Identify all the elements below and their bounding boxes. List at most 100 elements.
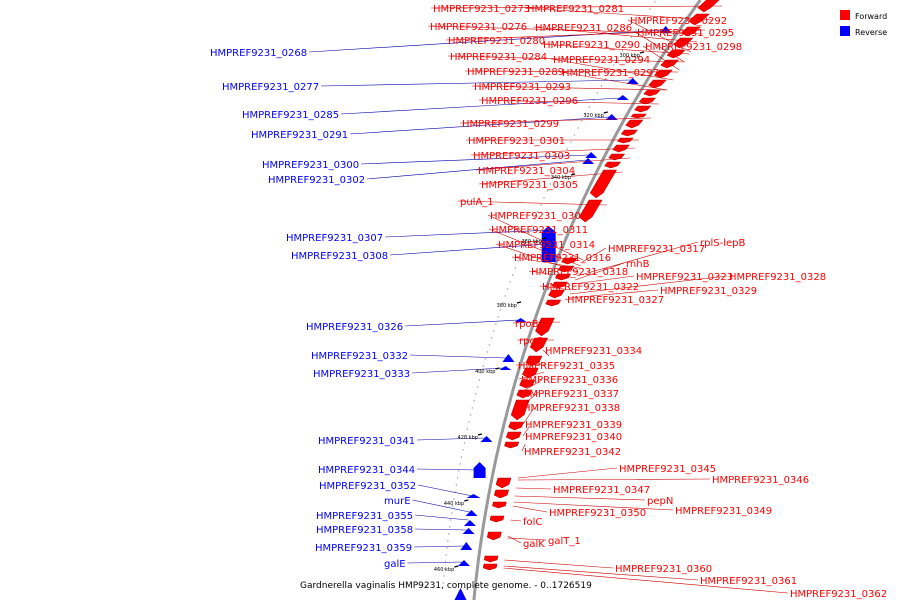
track-dot — [482, 365, 484, 367]
label-gale: galE — [384, 559, 406, 570]
leader-hmpref9231-0333 — [412, 367, 504, 374]
leader-hmpref9231-0342 — [521, 443, 526, 452]
reverse-gene-arrow — [502, 354, 515, 362]
leader-hmpref9231-0355 — [415, 514, 469, 521]
track-dot — [447, 540, 449, 542]
forward-gene-arrow — [648, 79, 667, 89]
leader-galt-1 — [507, 537, 547, 541]
forward-gene-arrow — [688, 13, 711, 26]
reverse-gene-arrow — [458, 560, 470, 566]
label-hmpref9231-0297: HMPREF9231_0297 — [562, 68, 659, 79]
leader-hmpref9231-0314 — [495, 243, 579, 273]
track-dot — [456, 477, 459, 479]
track-dot — [502, 302, 504, 304]
track-dot — [490, 337, 493, 339]
leader-hmpref9231-0300 — [361, 154, 590, 165]
track-dot — [455, 484, 457, 486]
forward-gene-arrow — [620, 129, 639, 137]
label-leader-lines — [309, 5, 789, 594]
track-dot — [460, 456, 463, 458]
leader-hmpref9231-0277 — [321, 79, 632, 87]
leader-mure — [412, 499, 470, 513]
forward-gene-arrow — [625, 119, 644, 129]
track-dot — [596, 92, 598, 94]
leader-hmpref9231-0304 — [475, 157, 630, 171]
label-hmpref9231-0334: HMPREF9231_0334 — [545, 346, 642, 357]
leader-hmpref9231-0329 — [568, 289, 659, 299]
track-dot — [492, 330, 495, 332]
leader-hmpref9231-0336 — [518, 371, 545, 380]
leader-hmpref9231-0334 — [542, 349, 550, 357]
reverse-gene-arrow — [499, 366, 512, 370]
track-dot — [484, 358, 486, 360]
track-dot — [626, 43, 628, 45]
track-dot — [451, 512, 453, 514]
tick-mark — [603, 111, 608, 114]
label-hmpref9231-0295: HMPREF9231_0295 — [637, 28, 734, 39]
track-dot — [476, 386, 479, 388]
tick-label: 320 kbp — [583, 113, 603, 119]
track-dot — [514, 267, 516, 269]
label-hmpref9231-0284: HMPREF9231_0284 — [450, 52, 547, 63]
forward-gene-arrow — [492, 501, 507, 509]
legend-forward-label: Forward — [855, 12, 887, 21]
leader-hmpref9231-0316 — [511, 256, 580, 269]
label-hmpref9231-0314: HMPREF9231_0314 — [498, 240, 595, 251]
forward-gene-arrow — [604, 161, 622, 169]
label-hmpref9231-0304: HMPREF9231_0304 — [478, 166, 575, 177]
track-dot — [584, 113, 587, 115]
reverse-gene-arrow — [626, 78, 639, 84]
forward-gene-arrow — [589, 169, 618, 199]
genome-caption: Gardnerella vaginalis HMP9231, complete … — [300, 581, 592, 591]
leader-pepn — [514, 495, 646, 501]
track-dot — [450, 519, 452, 521]
label-hmpref9231-0344: HMPREF9231_0344 — [318, 465, 415, 476]
label-hmpref9231-0301: HMPREF9231_0301 — [468, 136, 565, 147]
reverse-gene-arrow — [605, 114, 618, 120]
label-hmpref9231-0285: HMPREF9231_0285 — [242, 110, 339, 121]
tick-label: 420 kbp — [458, 435, 478, 441]
track-dot — [459, 463, 461, 465]
track-dot — [486, 351, 488, 353]
forward-gene-arrow — [578, 199, 603, 223]
label-hmpref9231-0322: HMPREF9231_0322 — [542, 282, 639, 293]
label-hmpref9231-0332: HMPREF9231_0332 — [311, 351, 408, 362]
label-hmpref9231-0328: HMPREF9231_0328 — [729, 272, 826, 283]
tick-label: 300 kbp — [619, 53, 639, 59]
leader-hmpref9231-0339 — [522, 407, 535, 425]
leader-hmpref9231-0297 — [559, 71, 668, 91]
legend: Forward Reverse — [840, 10, 887, 37]
forward-gene-arrow — [551, 281, 568, 289]
track-dot — [522, 246, 525, 248]
label-hmpref9231-0346: HMPREF9231_0346 — [712, 475, 809, 486]
forward-gene-arrow — [630, 113, 647, 119]
leader-hmpref9231-0318 — [528, 270, 577, 279]
track-dot — [504, 295, 506, 297]
leader-hmpref9231-0352 — [418, 484, 473, 497]
tick-label: 400 kbp — [475, 369, 495, 375]
tick-label: 460 kbp — [434, 567, 454, 573]
track-dot — [630, 36, 633, 38]
label-hmpref9231-0292: HMPREF9231_0292 — [630, 16, 727, 27]
forward-gene-arrow — [495, 477, 512, 489]
tick-mark — [570, 173, 576, 176]
leader-hmpref9231-0305 — [478, 171, 623, 185]
track-dot — [470, 414, 472, 416]
track-dot — [537, 211, 539, 213]
label-hmpref9231-0362: HMPREF9231_0362 — [790, 589, 887, 600]
label-hmpref9231-0352: HMPREF9231_0352 — [319, 481, 416, 492]
track-dot — [442, 582, 444, 584]
track-dot — [463, 442, 466, 444]
track-dot — [654, 1, 656, 3]
label-folc: folC — [523, 517, 542, 528]
leader-hmpref9231-0340 — [522, 425, 530, 437]
track-dot — [475, 393, 477, 395]
leader-hmpref9231-0338 — [520, 391, 539, 408]
leader-hmpref9231-0332 — [410, 354, 507, 359]
track-dot — [480, 372, 482, 374]
tick-mark — [639, 51, 645, 54]
leader-hmpref9231-0289 — [464, 70, 679, 73]
forward-gene-arrow — [493, 489, 510, 499]
leader-hmpref9231-0286 — [532, 26, 698, 43]
label-hmpref9231-0311: HMPREF9231_0311 — [491, 225, 588, 236]
